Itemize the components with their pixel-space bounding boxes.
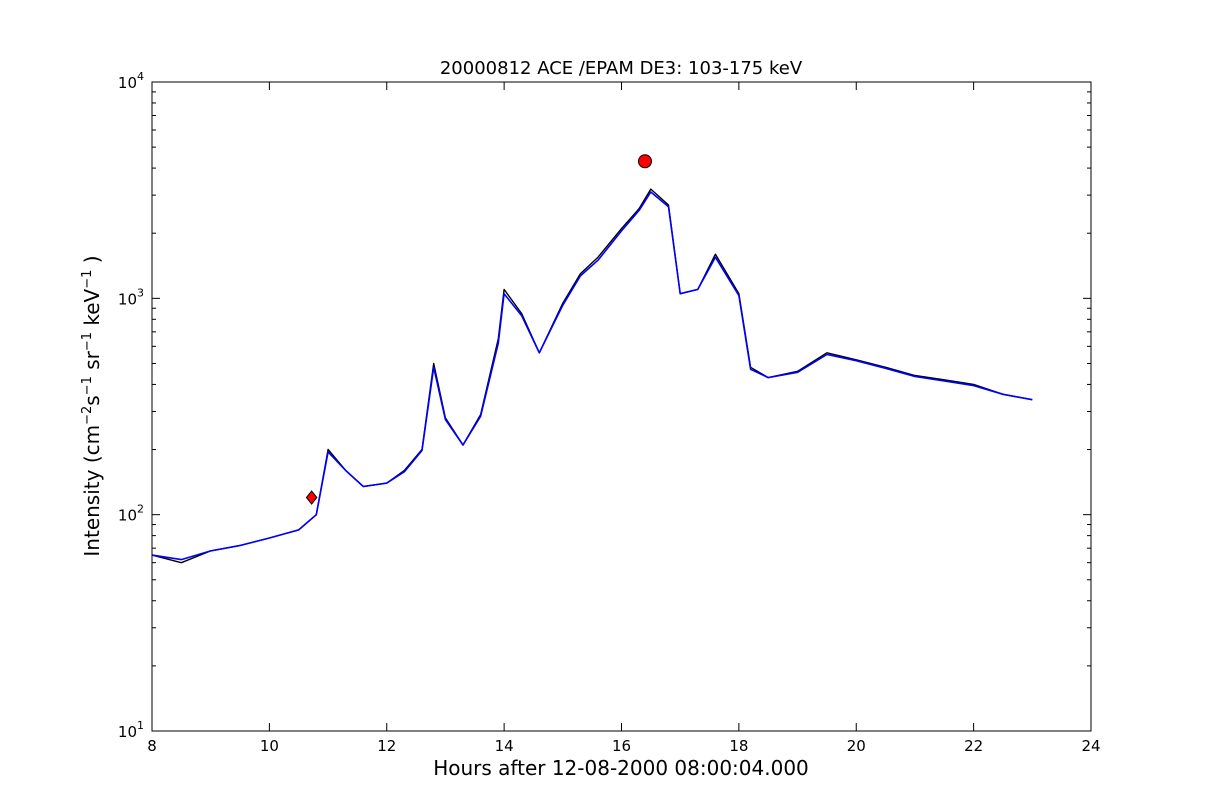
- x-tick-labels: 8 10 12 14 16 18 20 22 24: [147, 737, 1100, 755]
- x-tick-label: 16: [612, 737, 631, 755]
- y-axis-label-exp3: −1: [80, 332, 95, 351]
- y-tick-label: 104: [118, 70, 144, 92]
- x-tick-label: 8: [147, 737, 157, 755]
- series-line-1: [151, 188, 1033, 564]
- series-line-2: [151, 191, 1033, 561]
- y-axis-label: Intensity (cm−2s−1 sr−1 keV−1 ): [80, 255, 104, 556]
- series-layer: [151, 188, 1033, 564]
- y-tick-label: 102: [118, 503, 144, 525]
- x-tick-label: 10: [260, 737, 279, 755]
- y-tick-label-exponent: 2: [137, 503, 144, 516]
- y-axis-label-exp2: −1: [80, 376, 95, 395]
- tick-layer: [151, 81, 1092, 732]
- y-tick-label-base: 10: [118, 74, 137, 92]
- y-axis-label-mid1: s: [80, 395, 104, 405]
- y-axis-label-mid3: keV: [80, 288, 104, 332]
- y-tick-label-base: 10: [118, 507, 137, 525]
- y-axis-label-exp4: −1: [80, 270, 95, 289]
- y-tick-label-exponent: 1: [137, 719, 144, 732]
- y-tick-label: 101: [118, 719, 144, 741]
- plot-area: [152, 82, 1091, 731]
- x-tick-label: 14: [495, 737, 514, 755]
- onset-marker: [305, 490, 318, 505]
- y-tick-label-base: 10: [118, 723, 137, 741]
- y-axis-label-exp1: −2: [80, 406, 95, 425]
- x-tick-label: 20: [847, 737, 866, 755]
- x-tick-label: 24: [1081, 737, 1100, 755]
- peak-marker: [637, 154, 652, 169]
- y-tick-label-exponent: 4: [137, 70, 144, 83]
- y-tick-label-base: 10: [118, 290, 137, 308]
- y-axis-label-suffix: ): [80, 255, 104, 269]
- marker-layer: [305, 154, 652, 505]
- y-axis-label-prefix: Intensity (cm: [80, 425, 104, 557]
- x-tick-label: 22: [964, 737, 983, 755]
- chart-title: 20000812 ACE /EPAM DE3: 103-175 keV: [440, 58, 803, 79]
- y-tick-label-exponent: 3: [137, 286, 144, 299]
- x-axis-label: Hours after 12-08-2000 08:00:04.000: [433, 756, 809, 780]
- y-axis-label-mid2: sr: [80, 350, 104, 376]
- y-tick-label: 103: [118, 286, 144, 308]
- x-tick-label: 18: [729, 737, 748, 755]
- x-tick-label: 12: [377, 737, 396, 755]
